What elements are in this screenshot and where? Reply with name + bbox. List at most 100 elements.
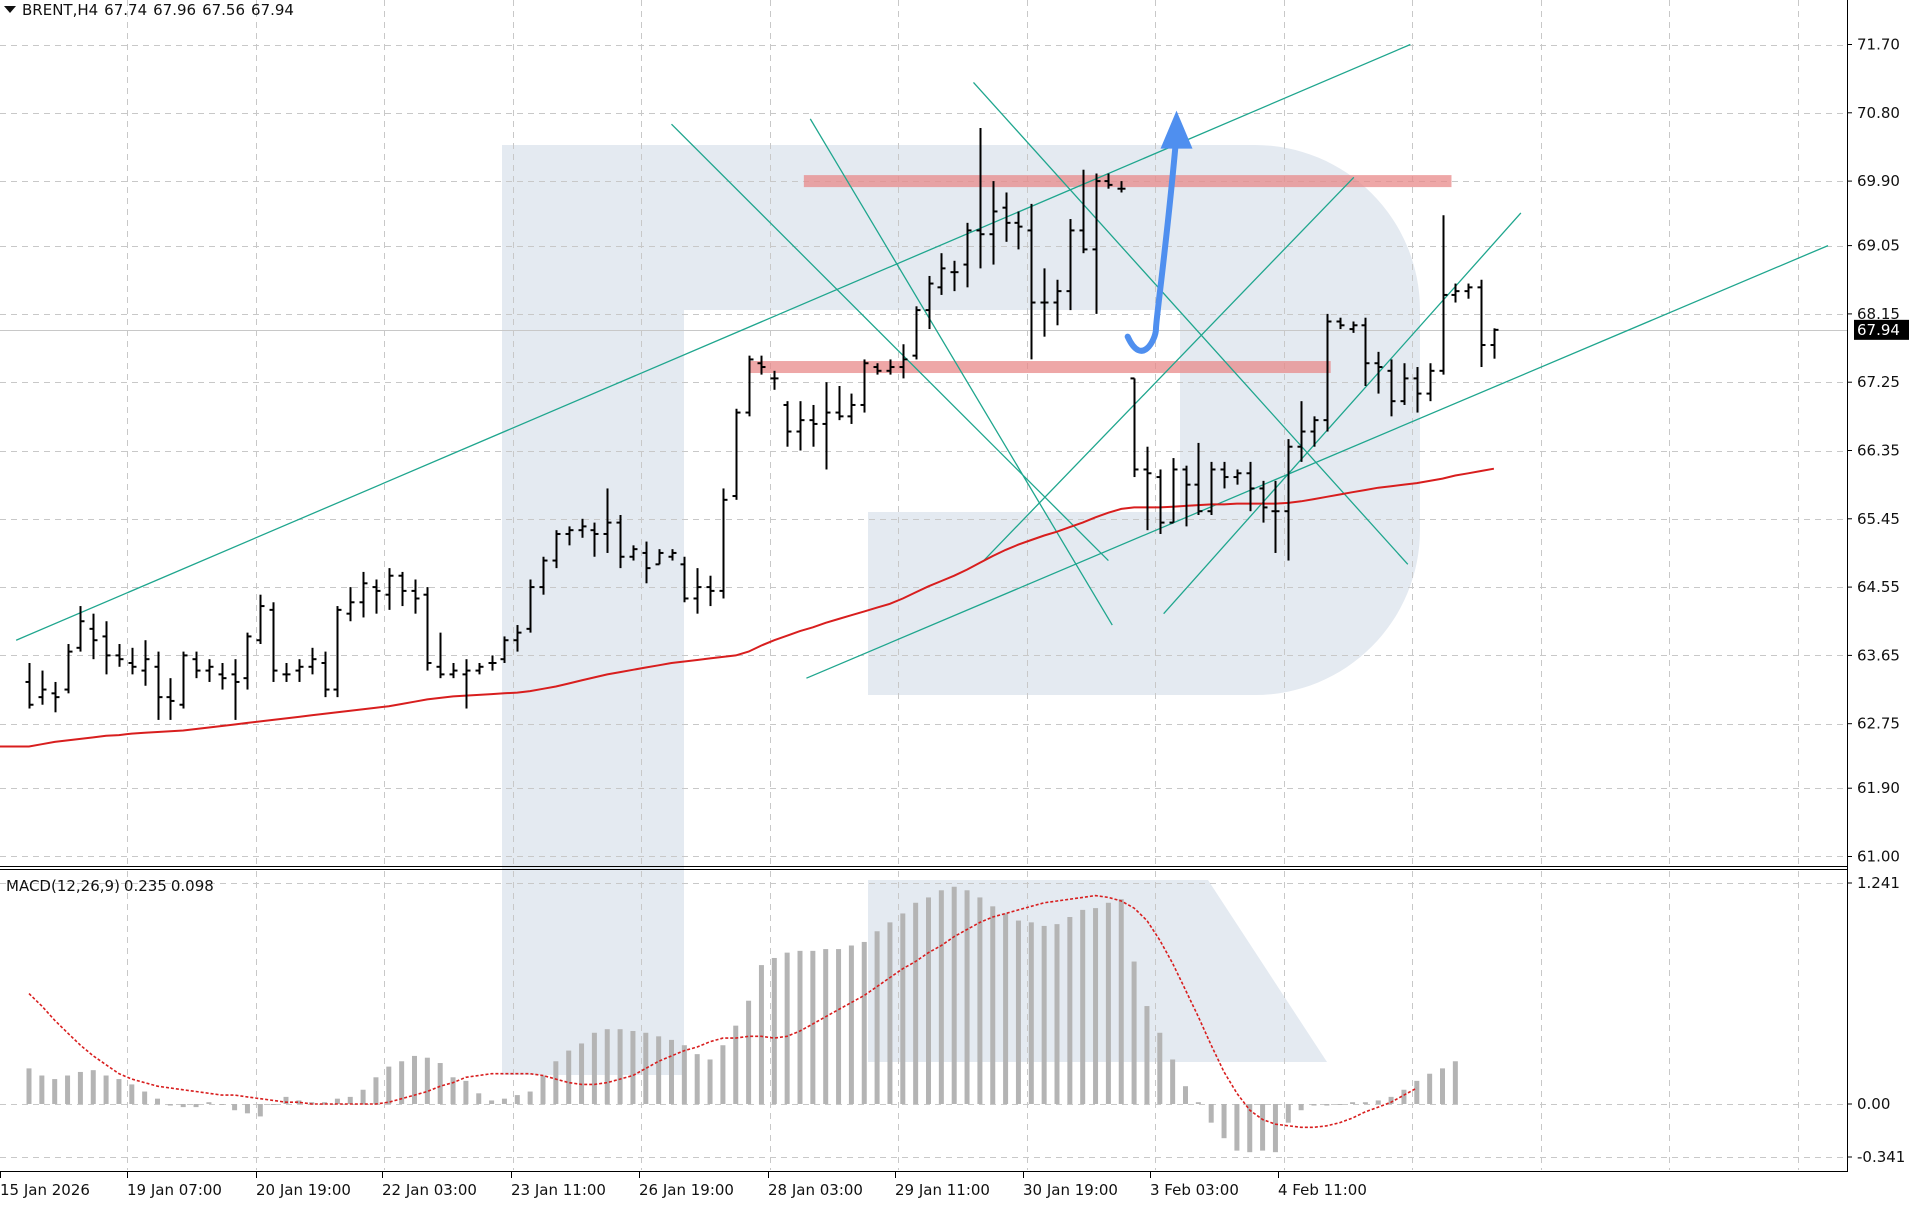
ohlc-bars <box>25 127 1499 720</box>
ohlc-bar <box>1040 268 1049 337</box>
ohlc-bar <box>282 662 291 682</box>
current-price-label: 67.94 <box>1857 321 1900 339</box>
macd-histogram-bar <box>167 1104 173 1106</box>
ohlc-bar <box>102 621 111 675</box>
macd-histogram-bar <box>1324 1104 1330 1106</box>
macd-histogram-bar <box>784 952 790 1104</box>
ohlc-bar <box>1130 377 1139 478</box>
ohlc-bar <box>1053 279 1062 326</box>
ohlc-bar <box>912 306 921 360</box>
ohlc-bar <box>205 659 214 682</box>
ohlc-bar <box>1400 363 1409 405</box>
macd-histogram-bar <box>527 1091 533 1104</box>
ohlc-bar <box>1002 192 1011 242</box>
macd-histogram-bar <box>1427 1073 1433 1104</box>
ohlc-bar <box>847 393 856 424</box>
watermark-stem <box>502 145 684 1075</box>
ohlc-bar <box>899 344 908 379</box>
macd-histogram-bar <box>1170 1059 1176 1104</box>
ohlc-bar <box>269 602 278 682</box>
ohlc-bar <box>1246 461 1255 512</box>
macd-histogram-bar <box>681 1045 687 1104</box>
macd-histogram-bar <box>1272 1104 1278 1153</box>
macd-histogram-bar <box>1452 1061 1458 1104</box>
ohlc-bar <box>693 568 702 614</box>
channel-line <box>972 82 1409 565</box>
macd-histogram-bar <box>1388 1096 1394 1104</box>
ohlc-bar <box>1464 283 1473 299</box>
time-axis-label: 30 Jan 19:00 <box>1023 1181 1118 1199</box>
macd-histogram-bar <box>848 945 854 1104</box>
macd-histogram-bar <box>142 1091 148 1104</box>
ohlc-bar <box>1361 317 1370 386</box>
moving-average-line <box>0 467 1495 748</box>
current-price-badge <box>1854 319 1909 340</box>
time-axis-label: 20 Jan 19:00 <box>256 1181 351 1199</box>
ohlc-bar <box>462 659 471 709</box>
macd-histogram-bar <box>244 1104 250 1114</box>
macd-histogram-bar <box>77 1071 83 1104</box>
ohlc-bar <box>976 127 985 269</box>
ohlc-bar <box>835 385 844 421</box>
macd-histogram-bar <box>489 1100 495 1104</box>
ohlc-bar <box>925 275 934 330</box>
macd-histogram-bar <box>437 1063 443 1104</box>
macd-axis-label: 1.241 <box>1857 874 1900 892</box>
macd-histogram-bar <box>1208 1104 1214 1123</box>
macd-histogram-bar <box>1375 1100 1381 1104</box>
price-axis-label: 61.90 <box>1857 779 1900 797</box>
macd-histogram-bar <box>630 1030 636 1104</box>
macd-histogram-bar <box>463 1080 469 1104</box>
time-axis-label: 4 Feb 11:00 <box>1278 1181 1367 1199</box>
macd-histogram-bar <box>309 1102 315 1104</box>
macd-histogram-bar <box>322 1102 328 1104</box>
ohlc-bar <box>757 355 766 375</box>
macd-axis-label: 0.00 <box>1857 1095 1890 1113</box>
macd-histogram-bar <box>1028 922 1034 1104</box>
macd-histogram-bar <box>1260 1104 1266 1151</box>
ohlc-bar <box>860 359 869 413</box>
macd-histogram-bar <box>656 1036 662 1104</box>
ohlc-bar <box>346 587 355 622</box>
ohlc-bar <box>1387 359 1396 417</box>
time-axis-label: 26 Jan 19:00 <box>639 1181 734 1199</box>
macd-histogram-bar <box>707 1059 713 1104</box>
ohlc-bar <box>732 408 741 500</box>
support-zone <box>749 361 1331 374</box>
macd-histogram-bar <box>1440 1068 1445 1104</box>
macd-histogram-bar <box>694 1054 700 1104</box>
macd-histogram-bar <box>514 1095 520 1104</box>
macd-histogram-bar <box>412 1055 417 1104</box>
price-axis-label: 63.65 <box>1857 646 1900 664</box>
ohlc-bar <box>822 382 831 470</box>
macd-histogram-bar <box>1221 1104 1227 1139</box>
macd-histogram-bar <box>990 906 996 1104</box>
ohlc-bar <box>243 632 252 690</box>
ohlc-bar <box>64 644 73 694</box>
macd-histogram-bar <box>424 1057 430 1104</box>
ohlc-bar <box>321 651 330 698</box>
macd-histogram-bar <box>1337 1104 1343 1105</box>
time-axis-label: 19 Jan 07:00 <box>127 1181 222 1199</box>
macd-histogram-bar <box>823 949 829 1104</box>
macd-histogram-bar <box>26 1068 32 1104</box>
ohlc-bar <box>89 613 98 660</box>
macd-histogram-bar <box>1157 1032 1163 1104</box>
ohlc-bar <box>1169 458 1178 524</box>
ohlc-bar <box>937 253 946 295</box>
time-axis-label: 22 Jan 03:00 <box>382 1181 477 1199</box>
macd-histogram-bar <box>617 1029 623 1104</box>
macd-histogram-bar <box>887 922 893 1104</box>
dropdown-triangle-icon[interactable] <box>4 6 16 13</box>
symbol-timeframe: BRENT,H4 <box>22 1 99 19</box>
ohlc-bar <box>51 681 60 713</box>
ohlc-bar <box>192 651 201 679</box>
ohlc-bar <box>25 662 34 709</box>
grid <box>0 0 1846 1170</box>
macd-histogram-bar <box>1144 1006 1150 1104</box>
macd-histogram-bar <box>1401 1089 1407 1104</box>
macd-signal-line <box>28 894 1418 1129</box>
ohlc-bar <box>680 556 689 603</box>
channel-line <box>806 245 1829 679</box>
